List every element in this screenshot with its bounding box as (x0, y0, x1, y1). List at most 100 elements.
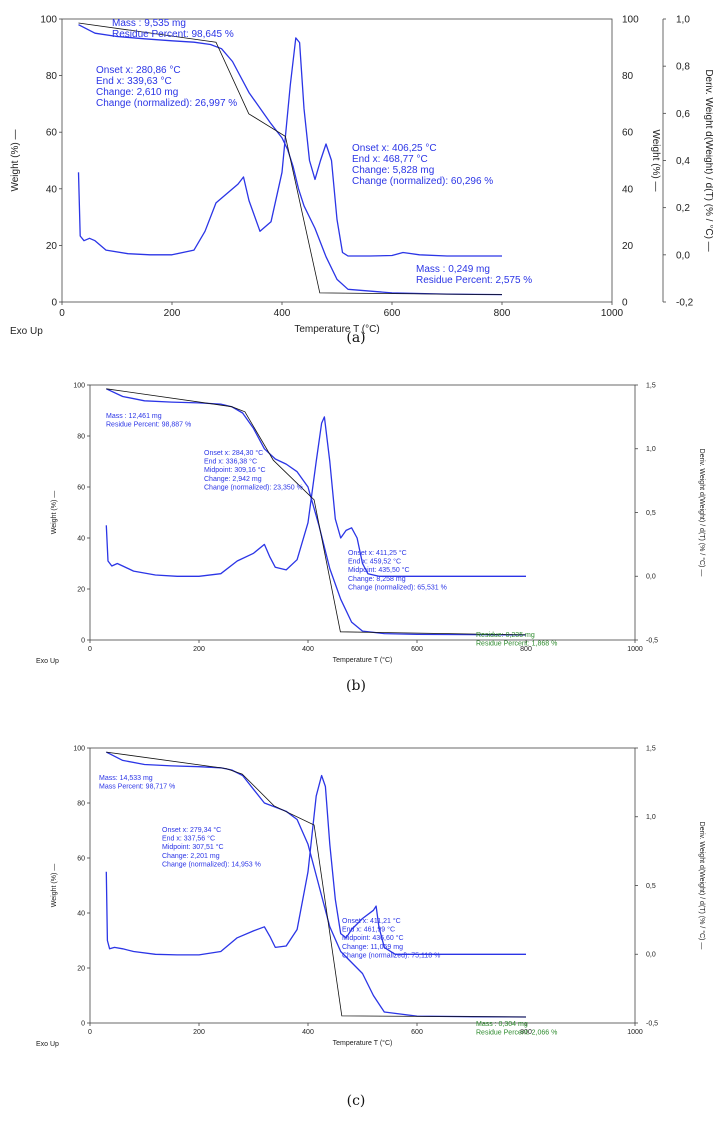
annotation-line: Mass Percent: 98,717 % (99, 784, 175, 791)
y-left-axis-label: Weight (%) — (51, 864, 58, 907)
derivative-curve (105, 416, 526, 577)
plot-frame (61, 18, 613, 303)
annotation-line: Change: 5,828 mg (352, 165, 434, 176)
annotation-line: Residue Percent: 2,066 % (476, 1030, 557, 1037)
x-tick-label: 0 (88, 646, 92, 653)
x-tick-label: 200 (193, 646, 205, 653)
annotation-line: Residue: 0,235 mg (476, 632, 535, 639)
y-left-tick-label: 60 (46, 128, 58, 139)
x-tick-label: 0 (59, 308, 65, 319)
annotation-line: End x: 339,63 °C (96, 76, 172, 87)
x-tick-label: 600 (384, 308, 401, 319)
y-deriv-tick-label: 1,5 (646, 382, 656, 389)
annotation-line: Residue Percent: 98,887 % (106, 422, 191, 429)
y-left-tick-label: 0 (81, 1020, 85, 1027)
y-deriv-tick-label: 0,0 (676, 250, 690, 261)
annotation-line: Onset x: 411,21 °C (342, 917, 401, 925)
y-deriv-tick-label: 1,0 (676, 15, 690, 26)
x-tick-label: 200 (193, 1029, 205, 1036)
y-left-tick-label: 100 (73, 382, 85, 389)
y-deriv-tick-label: 0,0 (646, 952, 656, 959)
annotation-block: Residue: 0,235 mg Residue Percent: 1,868 … (476, 632, 557, 648)
annotation-line: Midpoint: 436,60 °C (342, 934, 404, 942)
chart-panel-b: 0 200 400 600 800 1000 0 20 40 60 80 100 -0,5 0,0 0,5 1… (36, 382, 706, 694)
y-left-tick-label: 20 (77, 965, 85, 972)
annotation-line: Midpoint: 307,51 °C (162, 843, 224, 851)
panel-caption: (a) (346, 330, 365, 346)
y-right-deriv-axis-label: Deriv. Weight d(Weight) / d(T) (% / °C) … (698, 449, 706, 577)
annotation-line: End x: 336,38 °C (204, 458, 257, 466)
panel-caption: (b) (346, 678, 366, 694)
chart-panel-a: 0 200 400 600 800 100002040608010002040608010… (10, 15, 713, 347)
y-left-tick-label: 40 (77, 535, 85, 542)
exo-up-label: Exo Up (10, 326, 43, 337)
annotation-line: Mass : 9,535 mg (112, 18, 186, 29)
y-deriv-tick-label: 0,6 (676, 109, 690, 120)
y-left-tick-label: 0 (81, 637, 85, 644)
annotation-line: Change (normalized): 60,296 % (352, 176, 493, 187)
annotation-block: Mass: 14,533 mg Mass Percent: 98,717 % (99, 775, 175, 791)
y-deriv-tick-label: 0,8 (676, 62, 690, 73)
x-tick-label: 400 (274, 308, 291, 319)
weight-curve (106, 751, 527, 1018)
y-deriv-tick-label: 0,4 (676, 156, 690, 167)
y-deriv-tick-label: 0,0 (646, 574, 656, 581)
annotation-line: Onset x: 280,86 °C (96, 65, 181, 76)
y-right-weight-tick-label: 100 (622, 15, 639, 26)
annotation-line: Residue Percent: 2,575 % (416, 275, 532, 286)
y-deriv-tick-label: 1,0 (646, 446, 656, 453)
y-left-tick-label: 80 (77, 433, 85, 440)
y-deriv-tick-label: 1,0 (646, 814, 656, 821)
x-tick-label: 200 (164, 308, 181, 319)
annotation-line: End x: 337,56 °C (162, 835, 215, 843)
annotation-line: Midpoint: 309,16 °C (204, 466, 266, 474)
y-deriv-tick-label: 0,5 (646, 510, 656, 517)
tangent-line (106, 388, 527, 636)
annotation-line: Change: 2,610 mg (96, 87, 178, 98)
y-right-deriv-axis-label: Deriv. Weight d(Weight) / d(T) (% / °C) … (698, 822, 706, 950)
annotation-line: Onset x: 406,25 °C (352, 143, 437, 154)
y-right-weight-label: Weight (%) — (650, 129, 661, 191)
annotation-line: Mass : 0,304 mg (476, 1021, 528, 1028)
annotation-line: End x: 459,52 °C (348, 558, 401, 566)
exo-up-label: Exo Up (36, 1041, 59, 1048)
y-deriv-tick-label: -0,5 (646, 637, 658, 644)
chart-panel-c: 0 200 400 600 800 1000 0 20 40 60 80 100 -0,5 0,0 0,5 1… (36, 745, 706, 1109)
y-deriv-tick-label: -0,2 (676, 298, 694, 309)
y-left-axis-label: Weight (%) — (10, 129, 21, 191)
x-tick-label: 600 (411, 646, 423, 653)
x-tick-label: 600 (411, 1029, 423, 1036)
y-left-tick-label: 0 (51, 298, 57, 309)
annotation-line: Onset x: 279,34 °C (162, 826, 221, 834)
annotation-line: Change: 2,942 mg (204, 476, 262, 483)
x-tick-label: 1000 (601, 308, 624, 319)
annotation-line: Change (normalized): 75,118 % (342, 952, 440, 959)
y-right-deriv-axis-label: Deriv. Weight d(Weight) / d(T) (% / °C) … (703, 69, 713, 251)
y-left-tick-label: 80 (77, 800, 85, 807)
annotation-line: Residue Percent: 98,645 % (112, 29, 234, 40)
y-left-tick-label: 40 (46, 184, 58, 195)
annotation-line: Onset x: 411,25 °C (348, 549, 407, 557)
annotation-line: Change (normalized): 65,531 % (348, 584, 447, 591)
annotation-line: Change (normalized): 26,997 % (96, 98, 237, 109)
x-tick-label: 800 (520, 646, 532, 653)
annotation-line: Change: 8,258 mg (348, 576, 406, 583)
y-left-tick-label: 80 (46, 71, 58, 82)
y-left-tick-label: 100 (73, 745, 85, 752)
panel-caption: (c) (347, 1093, 366, 1109)
y-right-weight-tick-label: 20 (622, 241, 634, 252)
annotation-line: Residue Percent: 1,868 % (476, 641, 557, 648)
annotation-line: Midpoint: 435,50 °C (348, 566, 410, 574)
y-deriv-tick-label: 0,5 (646, 883, 656, 890)
x-tick-label: 400 (302, 646, 314, 653)
x-axis-label: Temperature T (°C) (333, 656, 393, 664)
y-deriv-tick-label: 0,2 (676, 203, 690, 214)
y-left-tick-label: 40 (77, 910, 85, 917)
